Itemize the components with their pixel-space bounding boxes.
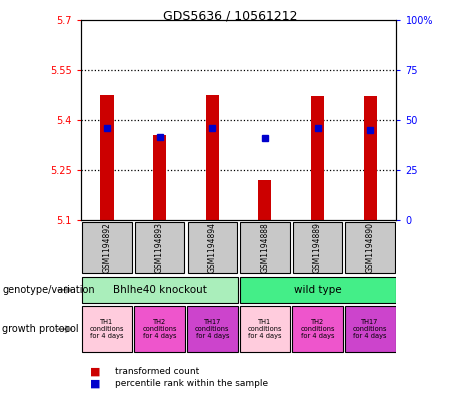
FancyBboxPatch shape xyxy=(240,306,290,352)
FancyBboxPatch shape xyxy=(240,222,290,274)
Text: GSM1194892: GSM1194892 xyxy=(102,222,112,273)
Bar xyxy=(311,96,324,220)
Bar xyxy=(153,135,166,220)
Text: TH2
conditions
for 4 days: TH2 conditions for 4 days xyxy=(300,319,335,339)
Text: TH17
conditions
for 4 days: TH17 conditions for 4 days xyxy=(353,319,387,339)
Text: TH2
conditions
for 4 days: TH2 conditions for 4 days xyxy=(142,319,177,339)
Text: GSM1194894: GSM1194894 xyxy=(208,222,217,273)
Text: GSM1194888: GSM1194888 xyxy=(260,222,269,273)
Text: GSM1194890: GSM1194890 xyxy=(366,222,375,273)
Text: genotype/variation: genotype/variation xyxy=(2,285,95,295)
Text: wild type: wild type xyxy=(294,285,341,295)
Text: ■: ■ xyxy=(90,366,100,376)
Text: GSM1194893: GSM1194893 xyxy=(155,222,164,273)
Text: TH1
conditions
for 4 days: TH1 conditions for 4 days xyxy=(248,319,282,339)
FancyBboxPatch shape xyxy=(187,306,237,352)
Bar xyxy=(206,95,219,220)
Bar xyxy=(258,180,272,220)
Text: TH17
conditions
for 4 days: TH17 conditions for 4 days xyxy=(195,319,230,339)
Bar xyxy=(364,96,377,220)
FancyBboxPatch shape xyxy=(293,222,342,274)
Text: transformed count: transformed count xyxy=(115,367,200,376)
FancyBboxPatch shape xyxy=(134,306,185,352)
FancyBboxPatch shape xyxy=(82,306,132,352)
Text: GDS5636 / 10561212: GDS5636 / 10561212 xyxy=(163,10,298,23)
FancyBboxPatch shape xyxy=(292,306,343,352)
Bar xyxy=(100,95,113,220)
Text: Bhlhe40 knockout: Bhlhe40 knockout xyxy=(112,285,207,295)
FancyBboxPatch shape xyxy=(345,222,395,274)
FancyBboxPatch shape xyxy=(345,306,396,352)
FancyBboxPatch shape xyxy=(240,277,396,303)
Text: GSM1194889: GSM1194889 xyxy=(313,222,322,273)
Text: percentile rank within the sample: percentile rank within the sample xyxy=(115,379,268,387)
Text: TH1
conditions
for 4 days: TH1 conditions for 4 days xyxy=(90,319,124,339)
FancyBboxPatch shape xyxy=(188,222,237,274)
Text: ■: ■ xyxy=(90,378,100,388)
FancyBboxPatch shape xyxy=(82,222,132,274)
FancyBboxPatch shape xyxy=(135,222,184,274)
FancyBboxPatch shape xyxy=(82,277,237,303)
Text: growth protocol: growth protocol xyxy=(2,324,79,334)
